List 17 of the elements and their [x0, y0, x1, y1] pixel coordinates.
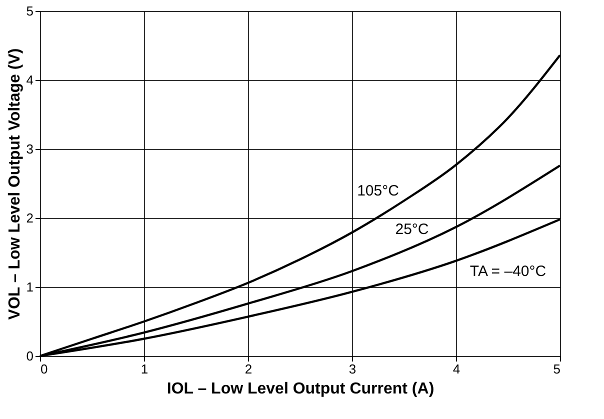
x-tick-label: 5 — [553, 362, 560, 376]
x-tick-label: 1 — [140, 362, 148, 376]
x-tick-label: 4 — [452, 362, 460, 376]
x-tick-label: 0 — [40, 362, 48, 376]
series-label: 105°C — [357, 182, 400, 200]
x-tick-label: 2 — [244, 362, 252, 376]
y-tick-label: 0 — [26, 348, 34, 364]
x-tick-label: 3 — [348, 362, 356, 376]
y-tick-label: 1 — [26, 280, 34, 294]
series-label: 25°C — [395, 220, 429, 238]
series-label: TA = –40°C — [470, 262, 546, 280]
x-axis-title: IOL – Low Level Output Current (A) — [166, 380, 434, 398]
y-tick-label: 3 — [26, 142, 34, 156]
y-axis-title: VOL – Low Level Output Voltage (V) — [6, 48, 24, 320]
y-tick-label: 2 — [26, 210, 34, 226]
y-tick-label: 5 — [26, 4, 34, 18]
y-tick-label: 4 — [26, 72, 34, 88]
